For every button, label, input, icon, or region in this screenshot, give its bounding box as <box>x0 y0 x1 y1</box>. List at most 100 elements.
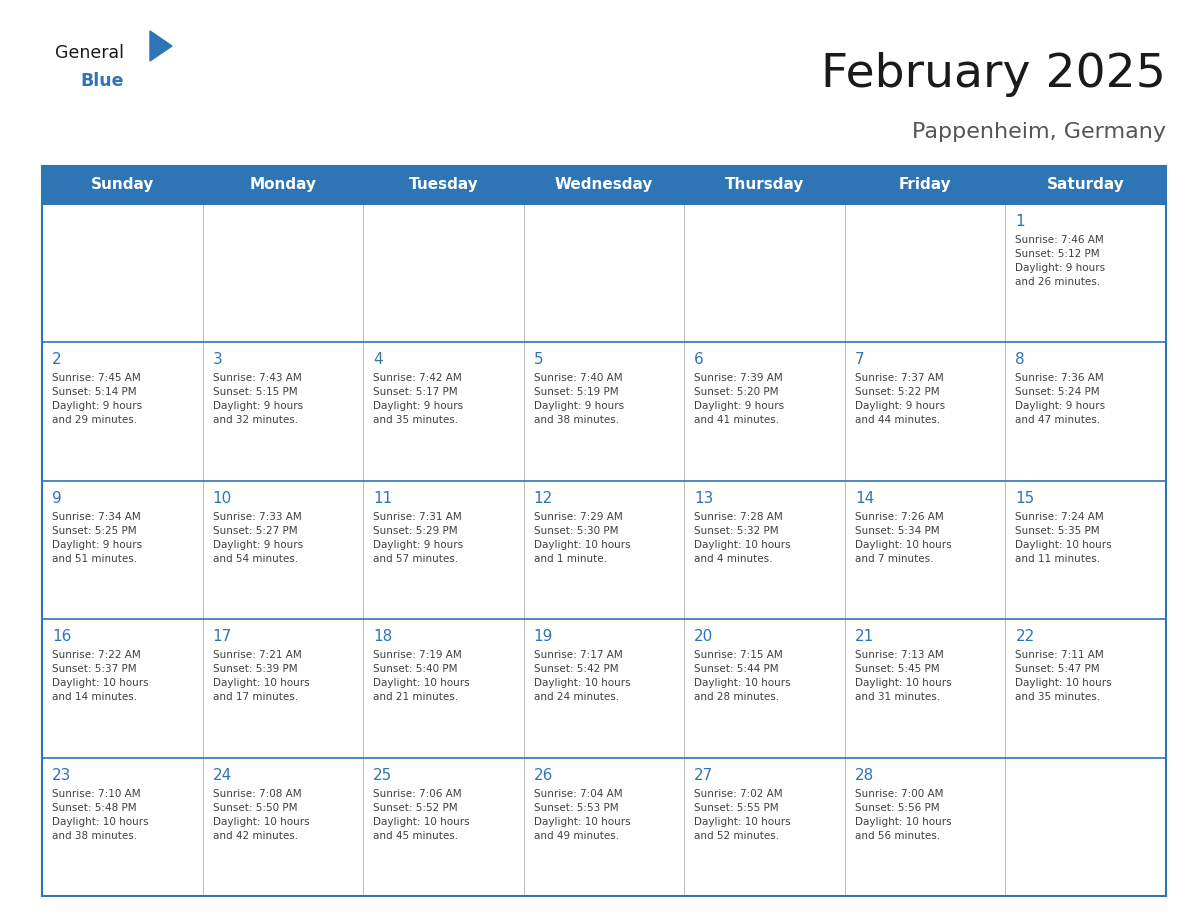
Text: 15: 15 <box>1016 491 1035 506</box>
Text: Sunrise: 7:31 AM
Sunset: 5:29 PM
Daylight: 9 hours
and 57 minutes.: Sunrise: 7:31 AM Sunset: 5:29 PM Dayligh… <box>373 512 463 564</box>
Bar <box>42 757 203 896</box>
Text: 3: 3 <box>213 353 222 367</box>
Bar <box>203 204 364 342</box>
Text: Sunrise: 7:10 AM
Sunset: 5:48 PM
Daylight: 10 hours
and 38 minutes.: Sunrise: 7:10 AM Sunset: 5:48 PM Dayligh… <box>52 789 148 841</box>
Text: Sunrise: 7:43 AM
Sunset: 5:15 PM
Daylight: 9 hours
and 32 minutes.: Sunrise: 7:43 AM Sunset: 5:15 PM Dayligh… <box>213 374 303 425</box>
Bar <box>1005 342 1165 481</box>
Text: 4: 4 <box>373 353 383 367</box>
Text: Sunrise: 7:06 AM
Sunset: 5:52 PM
Daylight: 10 hours
and 45 minutes.: Sunrise: 7:06 AM Sunset: 5:52 PM Dayligh… <box>373 789 469 841</box>
Bar <box>845 204 1005 342</box>
Text: Sunrise: 7:17 AM
Sunset: 5:42 PM
Daylight: 10 hours
and 24 minutes.: Sunrise: 7:17 AM Sunset: 5:42 PM Dayligh… <box>533 650 631 702</box>
Bar <box>684 757 845 896</box>
Text: Sunrise: 7:36 AM
Sunset: 5:24 PM
Daylight: 9 hours
and 47 minutes.: Sunrise: 7:36 AM Sunset: 5:24 PM Dayligh… <box>1016 374 1106 425</box>
Bar <box>524 481 684 620</box>
Text: 6: 6 <box>694 353 704 367</box>
Bar <box>684 342 845 481</box>
Text: 28: 28 <box>855 767 874 783</box>
Text: Sunrise: 7:28 AM
Sunset: 5:32 PM
Daylight: 10 hours
and 4 minutes.: Sunrise: 7:28 AM Sunset: 5:32 PM Dayligh… <box>694 512 791 564</box>
Bar <box>42 204 203 342</box>
Text: Monday: Monday <box>249 177 316 193</box>
Text: Wednesday: Wednesday <box>555 177 653 193</box>
Bar <box>524 620 684 757</box>
Text: Sunrise: 7:33 AM
Sunset: 5:27 PM
Daylight: 9 hours
and 54 minutes.: Sunrise: 7:33 AM Sunset: 5:27 PM Dayligh… <box>213 512 303 564</box>
Bar <box>845 620 1005 757</box>
Text: Sunrise: 7:46 AM
Sunset: 5:12 PM
Daylight: 9 hours
and 26 minutes.: Sunrise: 7:46 AM Sunset: 5:12 PM Dayligh… <box>1016 235 1106 287</box>
Text: February 2025: February 2025 <box>821 52 1165 97</box>
Bar <box>42 620 203 757</box>
Text: 2: 2 <box>52 353 62 367</box>
Bar <box>845 342 1005 481</box>
Text: 1: 1 <box>1016 214 1025 229</box>
Bar <box>524 757 684 896</box>
Text: Friday: Friday <box>899 177 952 193</box>
Text: Sunrise: 7:45 AM
Sunset: 5:14 PM
Daylight: 9 hours
and 29 minutes.: Sunrise: 7:45 AM Sunset: 5:14 PM Dayligh… <box>52 374 143 425</box>
Bar <box>684 204 845 342</box>
Text: Sunrise: 7:42 AM
Sunset: 5:17 PM
Daylight: 9 hours
and 35 minutes.: Sunrise: 7:42 AM Sunset: 5:17 PM Dayligh… <box>373 374 463 425</box>
Text: 16: 16 <box>52 629 71 644</box>
Text: 26: 26 <box>533 767 554 783</box>
Text: 17: 17 <box>213 629 232 644</box>
Text: Sunrise: 7:15 AM
Sunset: 5:44 PM
Daylight: 10 hours
and 28 minutes.: Sunrise: 7:15 AM Sunset: 5:44 PM Dayligh… <box>694 650 791 702</box>
Text: 14: 14 <box>855 491 874 506</box>
Bar <box>364 757 524 896</box>
Text: General: General <box>55 44 124 62</box>
Bar <box>364 481 524 620</box>
Bar <box>845 481 1005 620</box>
Text: 27: 27 <box>694 767 714 783</box>
Text: 19: 19 <box>533 629 554 644</box>
Bar <box>203 620 364 757</box>
Text: 23: 23 <box>52 767 71 783</box>
Text: Sunrise: 7:40 AM
Sunset: 5:19 PM
Daylight: 9 hours
and 38 minutes.: Sunrise: 7:40 AM Sunset: 5:19 PM Dayligh… <box>533 374 624 425</box>
Text: Sunrise: 7:22 AM
Sunset: 5:37 PM
Daylight: 10 hours
and 14 minutes.: Sunrise: 7:22 AM Sunset: 5:37 PM Dayligh… <box>52 650 148 702</box>
Text: Sunrise: 7:11 AM
Sunset: 5:47 PM
Daylight: 10 hours
and 35 minutes.: Sunrise: 7:11 AM Sunset: 5:47 PM Dayligh… <box>1016 650 1112 702</box>
Text: Sunrise: 7:24 AM
Sunset: 5:35 PM
Daylight: 10 hours
and 11 minutes.: Sunrise: 7:24 AM Sunset: 5:35 PM Dayligh… <box>1016 512 1112 564</box>
Polygon shape <box>150 31 172 61</box>
Bar <box>1005 204 1165 342</box>
Text: Sunrise: 7:13 AM
Sunset: 5:45 PM
Daylight: 10 hours
and 31 minutes.: Sunrise: 7:13 AM Sunset: 5:45 PM Dayligh… <box>855 650 952 702</box>
Text: 20: 20 <box>694 629 714 644</box>
Bar <box>203 757 364 896</box>
Bar <box>684 620 845 757</box>
Text: 7: 7 <box>855 353 865 367</box>
Bar <box>1005 757 1165 896</box>
Bar <box>1005 481 1165 620</box>
Text: 5: 5 <box>533 353 543 367</box>
Text: 18: 18 <box>373 629 392 644</box>
Text: Sunrise: 7:08 AM
Sunset: 5:50 PM
Daylight: 10 hours
and 42 minutes.: Sunrise: 7:08 AM Sunset: 5:50 PM Dayligh… <box>213 789 309 841</box>
Bar <box>524 204 684 342</box>
Bar <box>524 342 684 481</box>
Bar <box>364 342 524 481</box>
Text: 9: 9 <box>52 491 62 506</box>
Text: Sunrise: 7:34 AM
Sunset: 5:25 PM
Daylight: 9 hours
and 51 minutes.: Sunrise: 7:34 AM Sunset: 5:25 PM Dayligh… <box>52 512 143 564</box>
Text: 8: 8 <box>1016 353 1025 367</box>
Text: 12: 12 <box>533 491 552 506</box>
Bar <box>684 481 845 620</box>
Text: 25: 25 <box>373 767 392 783</box>
Text: Sunrise: 7:26 AM
Sunset: 5:34 PM
Daylight: 10 hours
and 7 minutes.: Sunrise: 7:26 AM Sunset: 5:34 PM Dayligh… <box>855 512 952 564</box>
Bar <box>845 757 1005 896</box>
Text: Sunrise: 7:29 AM
Sunset: 5:30 PM
Daylight: 10 hours
and 1 minute.: Sunrise: 7:29 AM Sunset: 5:30 PM Dayligh… <box>533 512 631 564</box>
Bar <box>364 620 524 757</box>
Text: Pappenheim, Germany: Pappenheim, Germany <box>912 122 1165 142</box>
Bar <box>364 204 524 342</box>
Text: Thursday: Thursday <box>725 177 804 193</box>
Text: Sunrise: 7:21 AM
Sunset: 5:39 PM
Daylight: 10 hours
and 17 minutes.: Sunrise: 7:21 AM Sunset: 5:39 PM Dayligh… <box>213 650 309 702</box>
Text: Sunrise: 7:19 AM
Sunset: 5:40 PM
Daylight: 10 hours
and 21 minutes.: Sunrise: 7:19 AM Sunset: 5:40 PM Dayligh… <box>373 650 469 702</box>
Text: Sunday: Sunday <box>90 177 154 193</box>
Text: Sunrise: 7:37 AM
Sunset: 5:22 PM
Daylight: 9 hours
and 44 minutes.: Sunrise: 7:37 AM Sunset: 5:22 PM Dayligh… <box>855 374 944 425</box>
Text: Saturday: Saturday <box>1047 177 1125 193</box>
Bar <box>42 481 203 620</box>
Text: 22: 22 <box>1016 629 1035 644</box>
Text: Tuesday: Tuesday <box>409 177 479 193</box>
Bar <box>42 342 203 481</box>
Bar <box>42 166 1165 204</box>
Bar <box>203 342 364 481</box>
Text: 24: 24 <box>213 767 232 783</box>
Text: Sunrise: 7:02 AM
Sunset: 5:55 PM
Daylight: 10 hours
and 52 minutes.: Sunrise: 7:02 AM Sunset: 5:55 PM Dayligh… <box>694 789 791 841</box>
Bar <box>1005 620 1165 757</box>
Text: 10: 10 <box>213 491 232 506</box>
Bar <box>203 481 364 620</box>
Text: Sunrise: 7:39 AM
Sunset: 5:20 PM
Daylight: 9 hours
and 41 minutes.: Sunrise: 7:39 AM Sunset: 5:20 PM Dayligh… <box>694 374 784 425</box>
Text: Blue: Blue <box>80 72 124 90</box>
Text: 13: 13 <box>694 491 714 506</box>
